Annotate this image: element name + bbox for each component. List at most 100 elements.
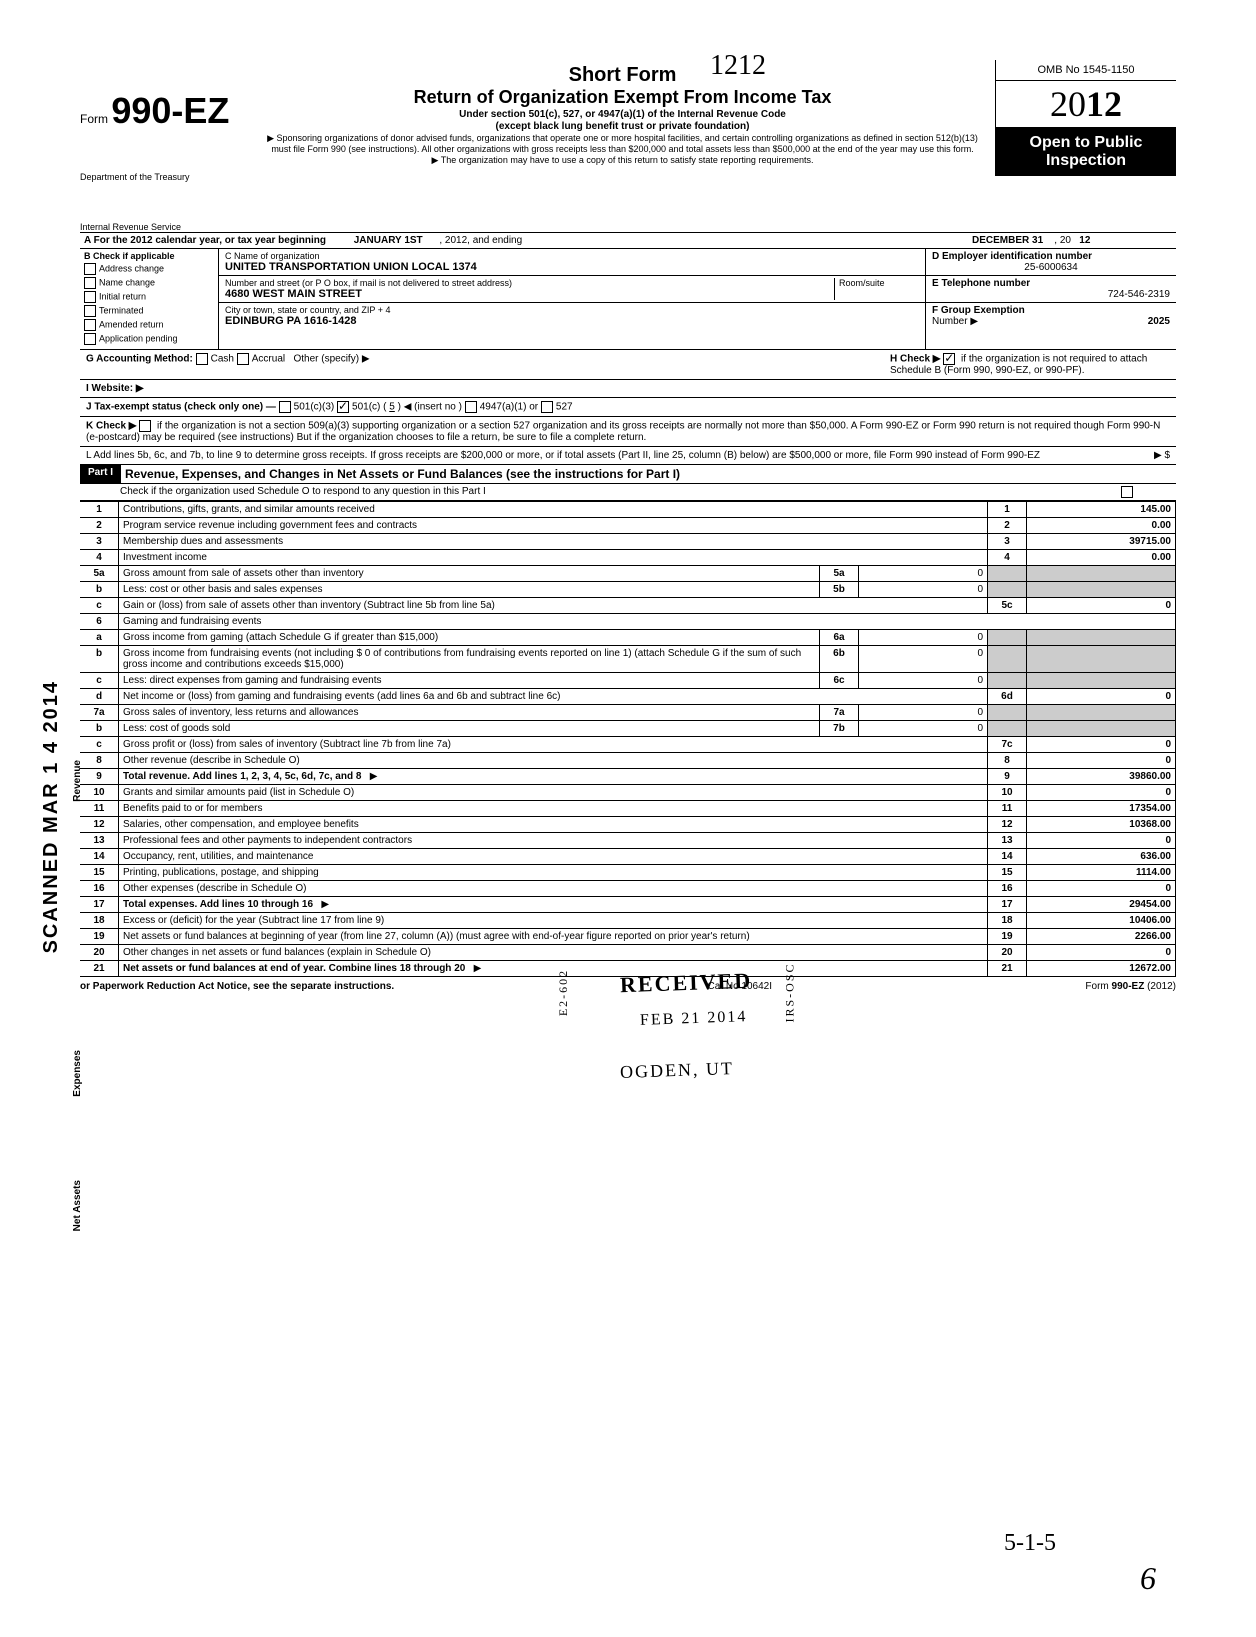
stamp-date: FEB 21 2014 — [640, 1008, 748, 1030]
box-number: 2 — [988, 518, 1027, 534]
stamp-ogden: OGDEN, UT — [620, 1058, 735, 1083]
chk-address[interactable] — [84, 263, 96, 275]
box-number: 20 — [988, 945, 1027, 961]
amount-cell: 1114.00 — [1027, 865, 1176, 881]
box-number: 19 — [988, 929, 1027, 945]
sub-box: 7b — [820, 721, 859, 737]
chk-501c3[interactable] — [279, 401, 291, 413]
sub-box: 6c — [820, 673, 859, 689]
table-row: 15Printing, publications, postage, and s… — [80, 865, 1176, 881]
lines-table: 1Contributions, gifts, grants, and simil… — [80, 501, 1176, 977]
table-row: 3Membership dues and assessments339715.0… — [80, 534, 1176, 550]
line-desc: Gaming and fundraising events — [119, 614, 1176, 630]
line-desc: Gross amount from sale of assets other t… — [119, 566, 820, 582]
sub-box: 7a — [820, 705, 859, 721]
line-desc: Other revenue (describe in Schedule O) — [119, 753, 988, 769]
city-label: City or town, state or country, and ZIP … — [225, 305, 919, 315]
box-number: 13 — [988, 833, 1027, 849]
org-name: UNITED TRANSPORTATION UNION LOCAL 1374 — [225, 261, 919, 273]
chk-initial[interactable] — [84, 291, 96, 303]
phone-label: E Telephone number — [932, 278, 1030, 289]
room-label: Room/suite — [839, 278, 919, 288]
line-desc: Excess or (deficit) for the year (Subtra… — [119, 913, 988, 929]
title-short-form: Short Form — [258, 64, 987, 87]
shaded-cell — [1027, 646, 1176, 673]
group-label2: Number ▶ — [932, 316, 978, 327]
row-k: K Check ▶ if the organization is not a s… — [80, 417, 1176, 447]
line-desc: Total revenue. Add lines 1, 2, 3, 4, 5c,… — [119, 769, 988, 785]
line-desc: Less: cost or other basis and sales expe… — [119, 582, 820, 598]
col-c-org-info: C Name of organization UNITED TRANSPORTA… — [219, 249, 925, 349]
box-number: 3 — [988, 534, 1027, 550]
line-number: 2 — [80, 518, 119, 534]
sub-amount: 0 — [859, 566, 988, 582]
box-number: 10 — [988, 785, 1027, 801]
chk-4947[interactable] — [465, 401, 477, 413]
sub-amount: 0 — [859, 646, 988, 673]
chk-cash[interactable] — [196, 353, 208, 365]
amount-cell: 0 — [1027, 945, 1176, 961]
amount-cell: 10406.00 — [1027, 913, 1176, 929]
table-row: dNet income or (loss) from gaming and fu… — [80, 689, 1176, 705]
line-number: b — [80, 646, 119, 673]
shaded-cell — [988, 721, 1027, 737]
shaded-cell — [1027, 705, 1176, 721]
amount-cell: 0 — [1027, 881, 1176, 897]
amount-cell: 0.00 — [1027, 518, 1176, 534]
line-number: c — [80, 737, 119, 753]
chk-name[interactable] — [84, 277, 96, 289]
footer-left: or Paperwork Reduction Act Notice, see t… — [80, 981, 394, 992]
amount-cell: 0.00 — [1027, 550, 1176, 566]
shaded-cell — [988, 705, 1027, 721]
subtitle-code: Under section 501(c), 527, or 4947(a)(1)… — [258, 109, 987, 120]
line-desc: Benefits paid to or for members — [119, 801, 988, 817]
chk-527[interactable] — [541, 401, 553, 413]
table-row: 11Benefits paid to or for members1117354… — [80, 801, 1176, 817]
box-number: 6d — [988, 689, 1027, 705]
amount-cell: 39860.00 — [1027, 769, 1176, 785]
chk-pending[interactable] — [84, 333, 96, 345]
stamp-received: RECEIVED — [620, 968, 753, 999]
sub-box: 6b — [820, 646, 859, 673]
line-number: 9 — [80, 769, 119, 785]
box-number: 21 — [988, 961, 1027, 977]
ein-label: D Employer identification number — [932, 251, 1092, 262]
chk-amended[interactable] — [84, 319, 96, 331]
ein-value: 25-6000634 — [932, 262, 1170, 273]
org-name-label: C Name of organization — [225, 251, 919, 261]
org-address: 4680 WEST MAIN STREET — [225, 288, 834, 300]
box-number: 9 — [988, 769, 1027, 785]
amount-cell: 636.00 — [1027, 849, 1176, 865]
line-number: b — [80, 582, 119, 598]
line-desc: Salaries, other compensation, and employ… — [119, 817, 988, 833]
tax-year: 20201212 — [996, 81, 1176, 128]
line-desc: Professional fees and other payments to … — [119, 833, 988, 849]
chk-k[interactable] — [139, 420, 151, 432]
shaded-cell — [1027, 630, 1176, 646]
form-header: Form 990-EZ Department of the Treasury I… — [80, 60, 1176, 233]
addr-label: Number and street (or P O box, if mail i… — [225, 278, 834, 288]
line-number: 5a — [80, 566, 119, 582]
line-desc: Net assets or fund balances at end of ye… — [119, 961, 988, 977]
box-number: 7c — [988, 737, 1027, 753]
table-row: 7aGross sales of inventory, less returns… — [80, 705, 1176, 721]
amount-cell: 0 — [1027, 598, 1176, 614]
amount-cell: 0 — [1027, 785, 1176, 801]
amount-cell: 10368.00 — [1027, 817, 1176, 833]
chk-501c[interactable] — [337, 401, 349, 413]
box-number: 1 — [988, 502, 1027, 518]
amount-cell: 29454.00 — [1027, 897, 1176, 913]
chk-terminated[interactable] — [84, 305, 96, 317]
line-number: 13 — [80, 833, 119, 849]
line-number: c — [80, 673, 119, 689]
table-row: aGross income from gaming (attach Schedu… — [80, 630, 1176, 646]
line-number: 11 — [80, 801, 119, 817]
chk-h[interactable] — [943, 353, 955, 365]
group-value: 2025 — [1148, 316, 1170, 327]
line-desc: Gross income from fundraising events (no… — [119, 646, 820, 673]
line-number: 18 — [80, 913, 119, 929]
chk-schedule-o[interactable] — [1121, 486, 1133, 498]
line-number: c — [80, 598, 119, 614]
chk-accrual[interactable] — [237, 353, 249, 365]
shaded-cell — [988, 673, 1027, 689]
